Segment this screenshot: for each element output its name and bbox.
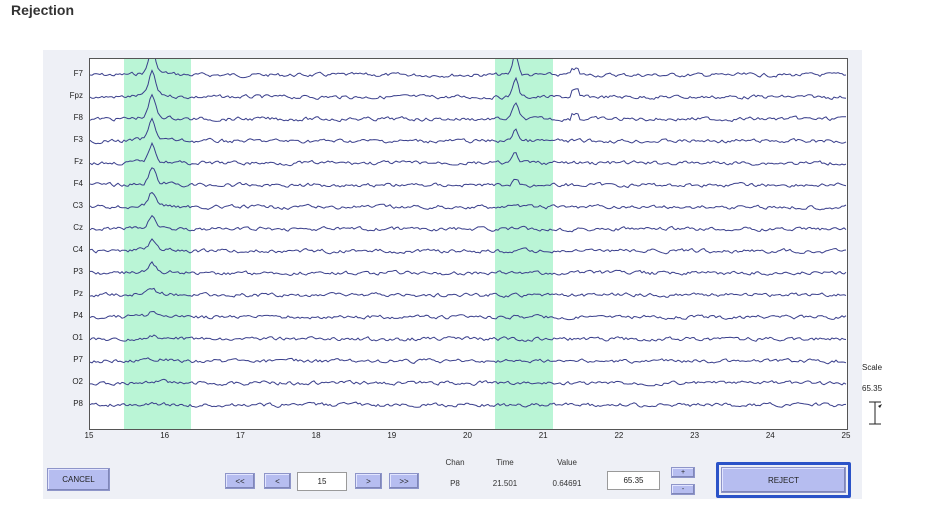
eeg-trace (90, 59, 847, 79)
eeg-trace (90, 214, 847, 233)
channel-label: Cz (73, 223, 83, 232)
channel-label: P4 (73, 311, 83, 320)
eeg-trace (90, 69, 847, 101)
time-header: Time (496, 458, 514, 467)
reject-focus-ring: REJECT (716, 462, 851, 498)
eeg-trace (90, 401, 847, 409)
first-page-button[interactable]: << (225, 473, 255, 489)
cancel-button[interactable]: CANCEL (47, 468, 110, 491)
eeg-trace (90, 167, 847, 189)
eeg-trace (90, 261, 847, 277)
channel-label: P3 (73, 267, 83, 276)
eeg-trace (90, 287, 847, 298)
scale-value: 65.35 (862, 384, 883, 393)
time-tick-label: 17 (235, 431, 245, 440)
channel-label: Fz (74, 157, 83, 166)
channel-label: C4 (72, 245, 83, 254)
scale-bar-icon (869, 401, 882, 425)
chan-value: P8 (450, 479, 460, 488)
eeg-trace (90, 117, 847, 145)
time-tick-label: 18 (311, 431, 321, 440)
channel-label: P7 (73, 355, 83, 364)
channel-label: F3 (73, 135, 83, 144)
eeg-trace (90, 310, 847, 321)
eeg-traces (90, 59, 847, 409)
channel-label: P8 (73, 399, 83, 408)
next-page-button[interactable]: > (355, 473, 382, 489)
time-tick-label: 21 (538, 431, 548, 440)
channel-label: C3 (72, 201, 83, 210)
channel-label: O1 (72, 333, 83, 342)
time-tick-label: 25 (841, 431, 851, 440)
rejection-highlight[interactable] (124, 59, 191, 429)
eeg-trace (90, 191, 847, 211)
channel-label: F8 (73, 113, 83, 122)
time-tick-label: 15 (84, 431, 94, 440)
channel-label: Pz (73, 289, 83, 298)
scale-input[interactable] (607, 471, 660, 490)
time-tick-label: 19 (387, 431, 397, 440)
page-title: Rejection (11, 2, 75, 18)
time-tick-label: 22 (614, 431, 624, 440)
page-input[interactable] (297, 472, 347, 491)
eeg-trace (90, 238, 847, 255)
eeg-trace (90, 378, 847, 387)
value-value: 0.64691 (552, 479, 582, 488)
eeg-trace (90, 334, 847, 342)
channel-label: Fpz (69, 91, 83, 100)
channel-label: F4 (73, 179, 83, 188)
rejection-highlight[interactable] (494, 59, 554, 429)
scale-decrease-button[interactable]: - (671, 484, 695, 495)
chan-header: Chan (445, 458, 465, 467)
time-tick-label: 24 (765, 431, 775, 440)
time-value: 21.501 (492, 479, 518, 488)
channel-label: O2 (72, 377, 83, 386)
value-header: Value (557, 458, 577, 467)
last-page-button[interactable]: >> (389, 473, 419, 489)
scale-label: Scale (862, 363, 883, 372)
scale-increase-button[interactable]: + (671, 467, 695, 478)
reject-button[interactable]: REJECT (721, 467, 846, 493)
channel-label: F7 (73, 69, 83, 78)
time-tick-label: 23 (690, 431, 700, 440)
eeg-trace (90, 357, 847, 365)
eeg-trace (90, 141, 847, 167)
eeg-trace (90, 93, 847, 123)
time-tick-label: 20 (463, 431, 472, 440)
time-tick-label: 16 (160, 431, 170, 440)
prev-page-button[interactable]: < (264, 473, 291, 489)
eeg-plot[interactable] (89, 58, 848, 430)
